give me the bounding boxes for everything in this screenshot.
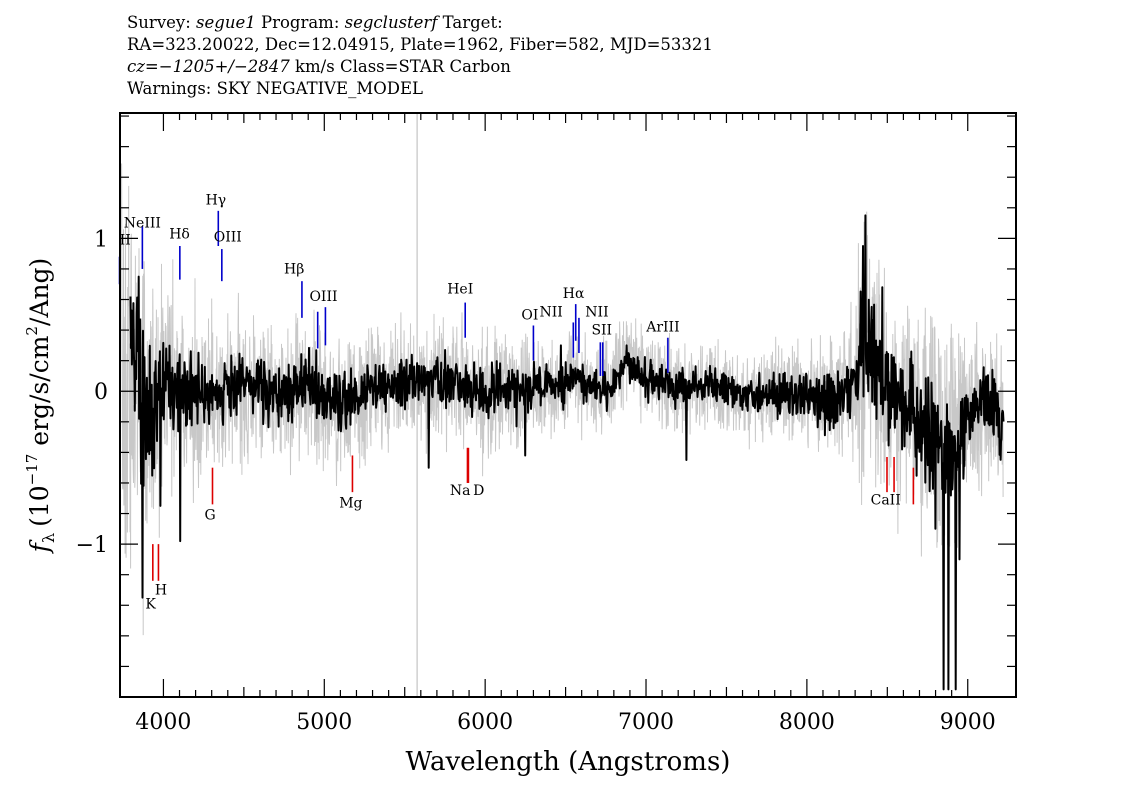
header-line-survey: Survey: segue1 Program: segclusterf Targ… — [127, 12, 713, 34]
x-tick-label: 7000 — [618, 710, 674, 735]
x-tick-label: 4000 — [135, 710, 191, 735]
class-text: km/s Class=STAR Carbon — [289, 57, 511, 76]
absorption-label-g: G — [204, 508, 215, 524]
absorption-label-k: K — [145, 596, 156, 612]
program-value: segclusterf — [344, 13, 438, 32]
emission-label-oiii: OIII — [309, 289, 337, 305]
absorption-label-caii: CaII — [871, 492, 901, 508]
target-label: Target: — [437, 13, 503, 32]
x-axis-label: Wavelength (Angstroms) — [406, 747, 731, 777]
absorption-label-d: D — [473, 483, 484, 499]
emission-label-nii: NII — [585, 304, 608, 320]
header-line-warnings: Warnings: SKY NEGATIVE_MODEL — [127, 79, 424, 98]
emission-label-h: Hγ — [206, 193, 227, 209]
x-tick-label: 6000 — [457, 710, 513, 735]
y-tick-label: −1 — [76, 533, 108, 558]
flux-spectrum-line — [129, 214, 1005, 691]
emission-label-neiii: NeIII — [124, 216, 161, 232]
survey-label: Survey: — [127, 13, 197, 32]
emission-label-h: Hα — [563, 286, 585, 302]
plot-frame — [119, 112, 1017, 698]
header-line-coordinates: RA=323.20022, Dec=12.04915, Plate=1962, … — [127, 35, 713, 54]
emission-label-nii: NII — [539, 304, 562, 320]
x-tick-label: 5000 — [296, 710, 352, 735]
y-tick-label: 0 — [94, 380, 108, 405]
emission-label-h: Hδ — [169, 226, 190, 242]
absorption-label-na: Na — [450, 483, 471, 499]
header-line-redshift: cz=−1205+/−2847 km/s Class=STAR Carbon — [127, 56, 713, 78]
spectrum-header: Survey: segue1 Program: segclusterf Targ… — [127, 12, 713, 100]
error-envelope — [121, 163, 1004, 636]
y-axis-label: fλ(10−17 erg/s/cm2/Ang) — [23, 258, 58, 555]
emission-label-oiii: OIII — [214, 229, 242, 245]
x-tick-label: 8000 — [779, 710, 835, 735]
emission-label-ariii: ArIII — [645, 320, 679, 336]
emission-label-hei: HeI — [447, 281, 473, 297]
absorption-label-h: H — [155, 583, 167, 599]
survey-value: segue1 — [196, 13, 256, 32]
emission-label-h: Hβ — [284, 262, 304, 278]
emission-label-sii: SII — [591, 323, 612, 339]
plot-area — [121, 113, 1005, 697]
axis-ticks: 4000 5000 6000 7000 8000 9000 −1 0 1 — [76, 113, 1016, 735]
emission-label-ii: II — [120, 232, 131, 248]
cz-label: cz= — [127, 57, 159, 76]
cz-value: −1205+/−2847 — [158, 57, 290, 76]
absorption-label-mg: Mg — [339, 495, 362, 511]
emission-label-oi: OI — [521, 307, 538, 323]
program-label: Program: — [255, 13, 345, 32]
x-tick-label: 9000 — [940, 710, 996, 735]
y-tick-label: 1 — [94, 227, 108, 252]
